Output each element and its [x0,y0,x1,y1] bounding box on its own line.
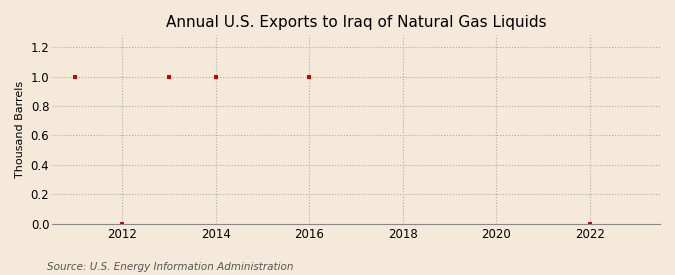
Title: Annual U.S. Exports to Iraq of Natural Gas Liquids: Annual U.S. Exports to Iraq of Natural G… [166,15,546,30]
Text: Source: U.S. Energy Information Administration: Source: U.S. Energy Information Administ… [47,262,294,272]
Y-axis label: Thousand Barrels: Thousand Barrels [15,81,25,178]
